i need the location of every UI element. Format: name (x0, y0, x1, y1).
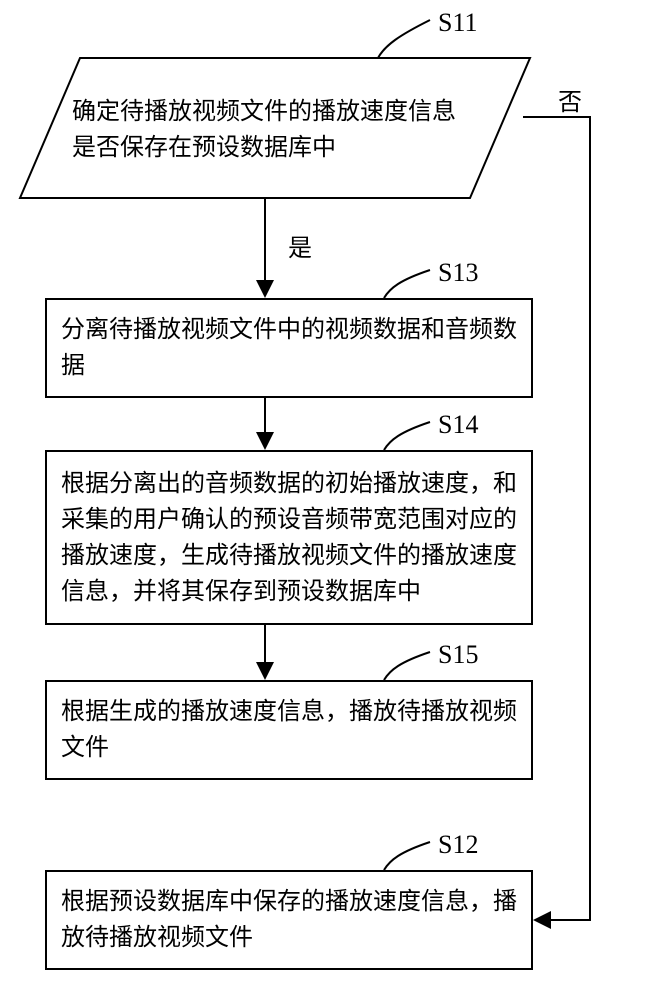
step-label-s12: S12 (438, 830, 478, 860)
step-label-s14: S14 (438, 410, 478, 440)
decision-text: 确定待播放视频文件的播放速度信息是否保存在预设数据库中 (58, 80, 488, 180)
edge-label-yes: 是 (288, 228, 312, 263)
step-label-s15: S15 (438, 640, 478, 670)
step-label-s11: S11 (438, 8, 478, 38)
process-s13: 分离待播放视频文件中的视频数据和音频数据 (45, 298, 533, 398)
process-s15: 根据生成的播放速度信息，播放待播放视频文件 (45, 680, 533, 780)
edge-label-no: 否 (558, 82, 582, 117)
step-label-s13: S13 (438, 258, 478, 288)
process-s14: 根据分离出的音频数据的初始播放速度，和采集的用户确认的预设音频带宽范围对应的播放… (45, 450, 533, 625)
process-s12: 根据预设数据库中保存的播放速度信息，播放待播放视频文件 (45, 870, 533, 970)
